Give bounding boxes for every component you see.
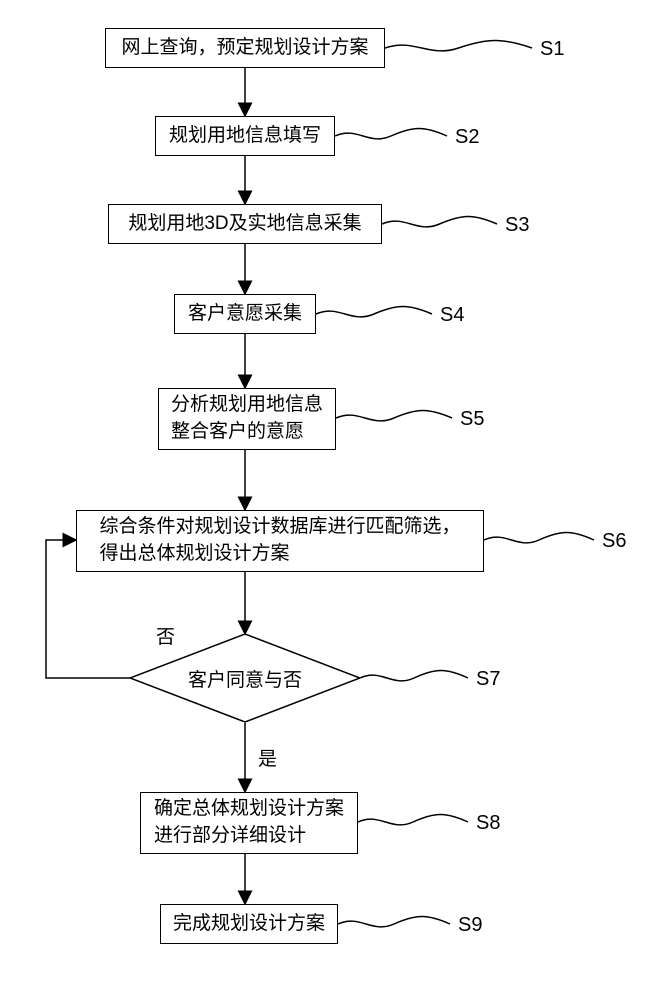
decision-text: 客户同意与否 xyxy=(188,665,302,692)
node-text: 网上查询，预定规划设计方案 xyxy=(121,35,368,62)
node-text: 分析规划用地信息 整合客户的意愿 xyxy=(171,392,323,445)
node-text: 规划用地信息填写 xyxy=(169,123,321,150)
node-text: 客户意愿采集 xyxy=(188,301,302,328)
flowchart-node-s5: 分析规划用地信息 整合客户的意愿 xyxy=(158,388,336,450)
flowchart-node-s6: 综合条件对规划设计数据库进行匹配筛选， 得出总体规划设计方案 xyxy=(76,510,484,572)
flowchart-node-s1: 网上查询，预定规划设计方案 xyxy=(105,28,385,68)
step-label-s6: S6 xyxy=(602,530,626,553)
step-label-s7: S7 xyxy=(476,668,500,691)
step-label-s1: S1 xyxy=(540,38,564,61)
node-text: 确定总体规划设计方案 进行部分详细设计 xyxy=(154,796,344,849)
node-text: 规划用地3D及实地信息采集 xyxy=(128,211,361,238)
flowchart-node-s3: 规划用地3D及实地信息采集 xyxy=(108,204,382,244)
step-label-s3: S3 xyxy=(505,214,529,237)
edge-label-yes: 是 xyxy=(258,744,277,771)
edge-label-no: 否 xyxy=(156,622,175,649)
flowchart-node-s2: 规划用地信息填写 xyxy=(155,116,335,156)
flowchart-node-s4: 客户意愿采集 xyxy=(174,294,316,334)
node-text: 完成规划设计方案 xyxy=(173,911,325,938)
node-text: 综合条件对规划设计数据库进行匹配筛选， 得出总体规划设计方案 xyxy=(99,514,460,567)
step-label-s4: S4 xyxy=(440,304,464,327)
flowchart-node-s9: 完成规划设计方案 xyxy=(160,904,338,944)
step-label-s8: S8 xyxy=(476,812,500,835)
flowchart-node-s8: 确定总体规划设计方案 进行部分详细设计 xyxy=(140,792,358,854)
step-label-s5: S5 xyxy=(460,408,484,431)
step-label-s9: S9 xyxy=(458,914,482,937)
step-label-s2: S2 xyxy=(455,126,479,149)
